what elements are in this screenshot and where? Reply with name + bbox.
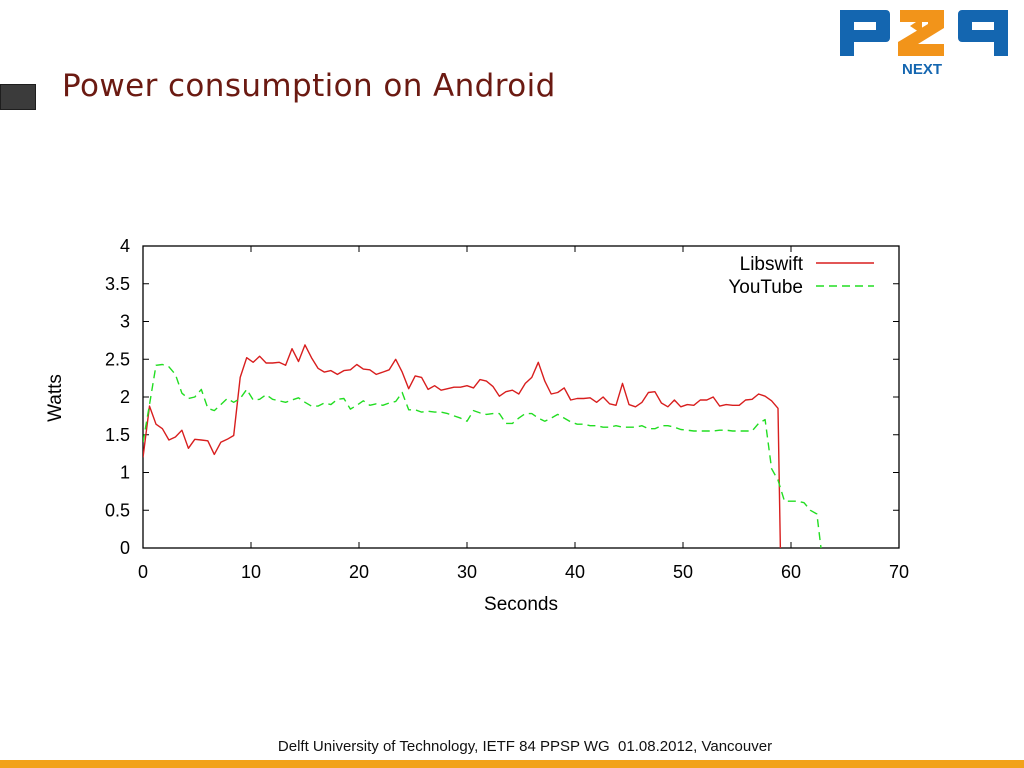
logo-right-p-shape (958, 10, 1008, 56)
slide-footer: Delft University of Technology, IETF 84 … (277, 738, 773, 755)
p2p-next-logo: NEXT (840, 10, 1008, 78)
y-tick-label: 0.5 (105, 500, 130, 520)
x-axis-title: Seconds (484, 594, 558, 615)
y-tick-label: 1.5 (105, 425, 130, 445)
y-axis-title: Watts (45, 374, 66, 422)
legend-label-libswift: Libswift (740, 254, 804, 275)
x-tick-label: 30 (457, 562, 477, 582)
x-tick-label: 50 (673, 562, 693, 582)
y-tick-label: 2 (120, 387, 130, 407)
bottom-accent-bar (0, 760, 1024, 768)
logo-arrow-shape (910, 18, 922, 34)
x-tick-label: 10 (241, 562, 261, 582)
legend-label-youtube: YouTube (728, 277, 803, 298)
series-line-youtube (143, 363, 822, 548)
x-tick-label: 40 (565, 562, 585, 582)
logo-subtext: NEXT (902, 61, 942, 78)
x-tick-label: 20 (349, 562, 369, 582)
y-tick-label: 1 (120, 463, 130, 483)
y-tick-label: 4 (120, 236, 130, 256)
series-line-libswift (143, 344, 782, 548)
x-tick-label: 70 (889, 562, 909, 582)
logo-left-p-shape (840, 10, 890, 56)
axis-ticks: 0 10 20 30 40 50 60 70 0 0.5 1 1.5 2 2.5 3 3.5 4 (105, 236, 909, 582)
power-line-chart: 0 10 20 30 40 50 60 70 0 0.5 1 1.5 2 2.5 3 3.5 4 Seconds… (45, 236, 909, 615)
slide-title: Power consumption on Android (62, 68, 556, 104)
y-tick-label: 2.5 (105, 349, 130, 369)
series-lines (143, 344, 822, 548)
y-tick-label: 3 (120, 312, 130, 332)
y-tick-label: 3.5 (105, 274, 130, 294)
x-tick-label: 0 (138, 562, 148, 582)
x-tick-label: 60 (781, 562, 801, 582)
y-tick-label: 0 (120, 538, 130, 558)
slide-side-marker (0, 84, 36, 110)
